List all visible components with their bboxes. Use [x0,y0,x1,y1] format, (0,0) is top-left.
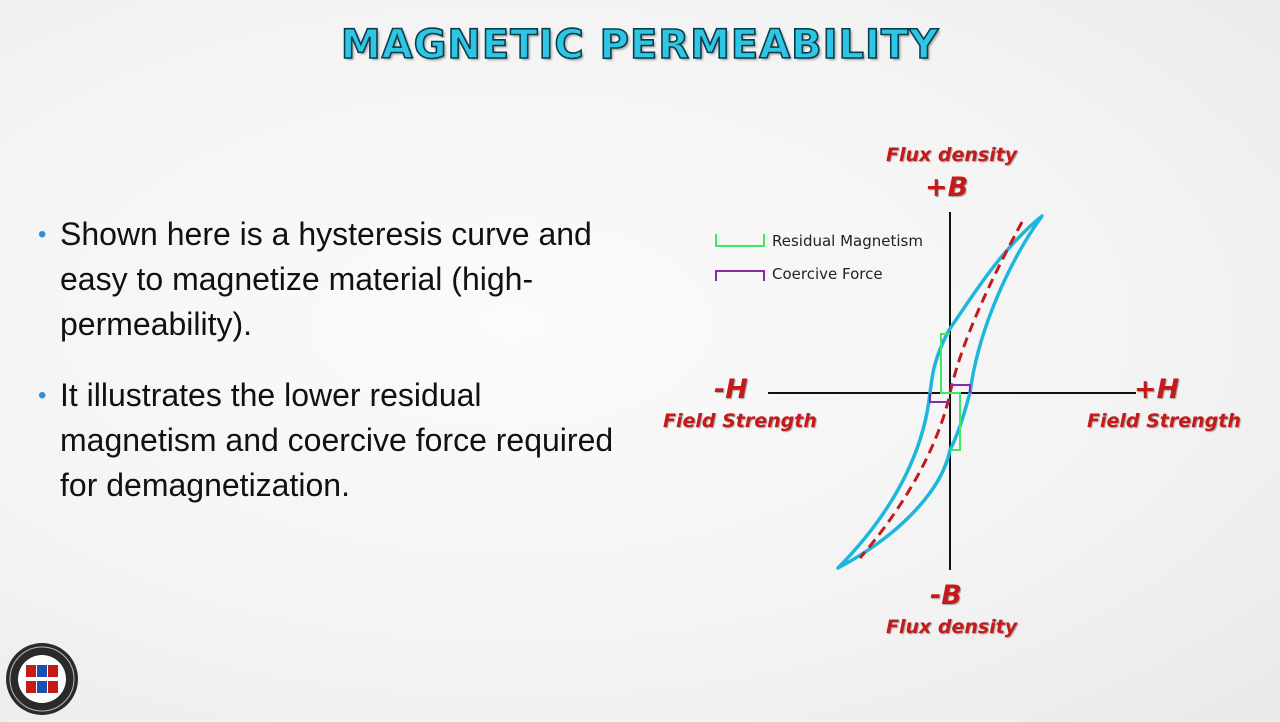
plus-h-label: +H [1134,374,1180,405]
slide-title: MAGNETIC PERMEABILITY [340,21,940,69]
bottom-axis-caption: Flux density [886,616,1018,638]
minus-h-label: -H [714,374,748,405]
bullet-dot-icon: • [38,221,47,248]
legend-swatch-coercive [715,270,765,281]
minus-b-label: -B [930,580,962,611]
bullet-list: • Shown here is a hysteresis curve and e… [38,212,638,534]
plus-b-label: +B [925,172,969,203]
hysteresis-diagram: Residual Magnetism Coercive Force Flux d… [640,130,1260,650]
bullet-item: • Shown here is a hysteresis curve and e… [38,212,638,347]
coercive-force-bracket-right [950,384,971,393]
residual-magnetism-bracket-lower [950,392,961,451]
bullet-text: Shown here is a hysteresis curve and eas… [60,216,592,342]
legend-swatch-residual [715,234,765,247]
bullet-text: It illustrates the lower residual magnet… [60,377,614,503]
left-axis-caption: Field Strength [663,410,817,432]
nia-seal-icon [4,641,80,717]
coercive-force-bracket-left [929,393,950,403]
bullet-dot-icon: • [38,382,47,409]
legend-label-coercive: Coercive Force [772,265,883,283]
residual-magnetism-bracket-upper [940,333,950,394]
legend-label-residual: Residual Magnetism [772,232,923,250]
initial-magnetization-curve [858,221,1024,559]
top-axis-caption: Flux density [886,144,1018,166]
hysteresis-loop [836,214,1044,570]
right-axis-caption: Field Strength [1087,410,1241,432]
hysteresis-svg [715,212,1136,570]
bullet-item: • It illustrates the lower residual magn… [38,373,638,508]
